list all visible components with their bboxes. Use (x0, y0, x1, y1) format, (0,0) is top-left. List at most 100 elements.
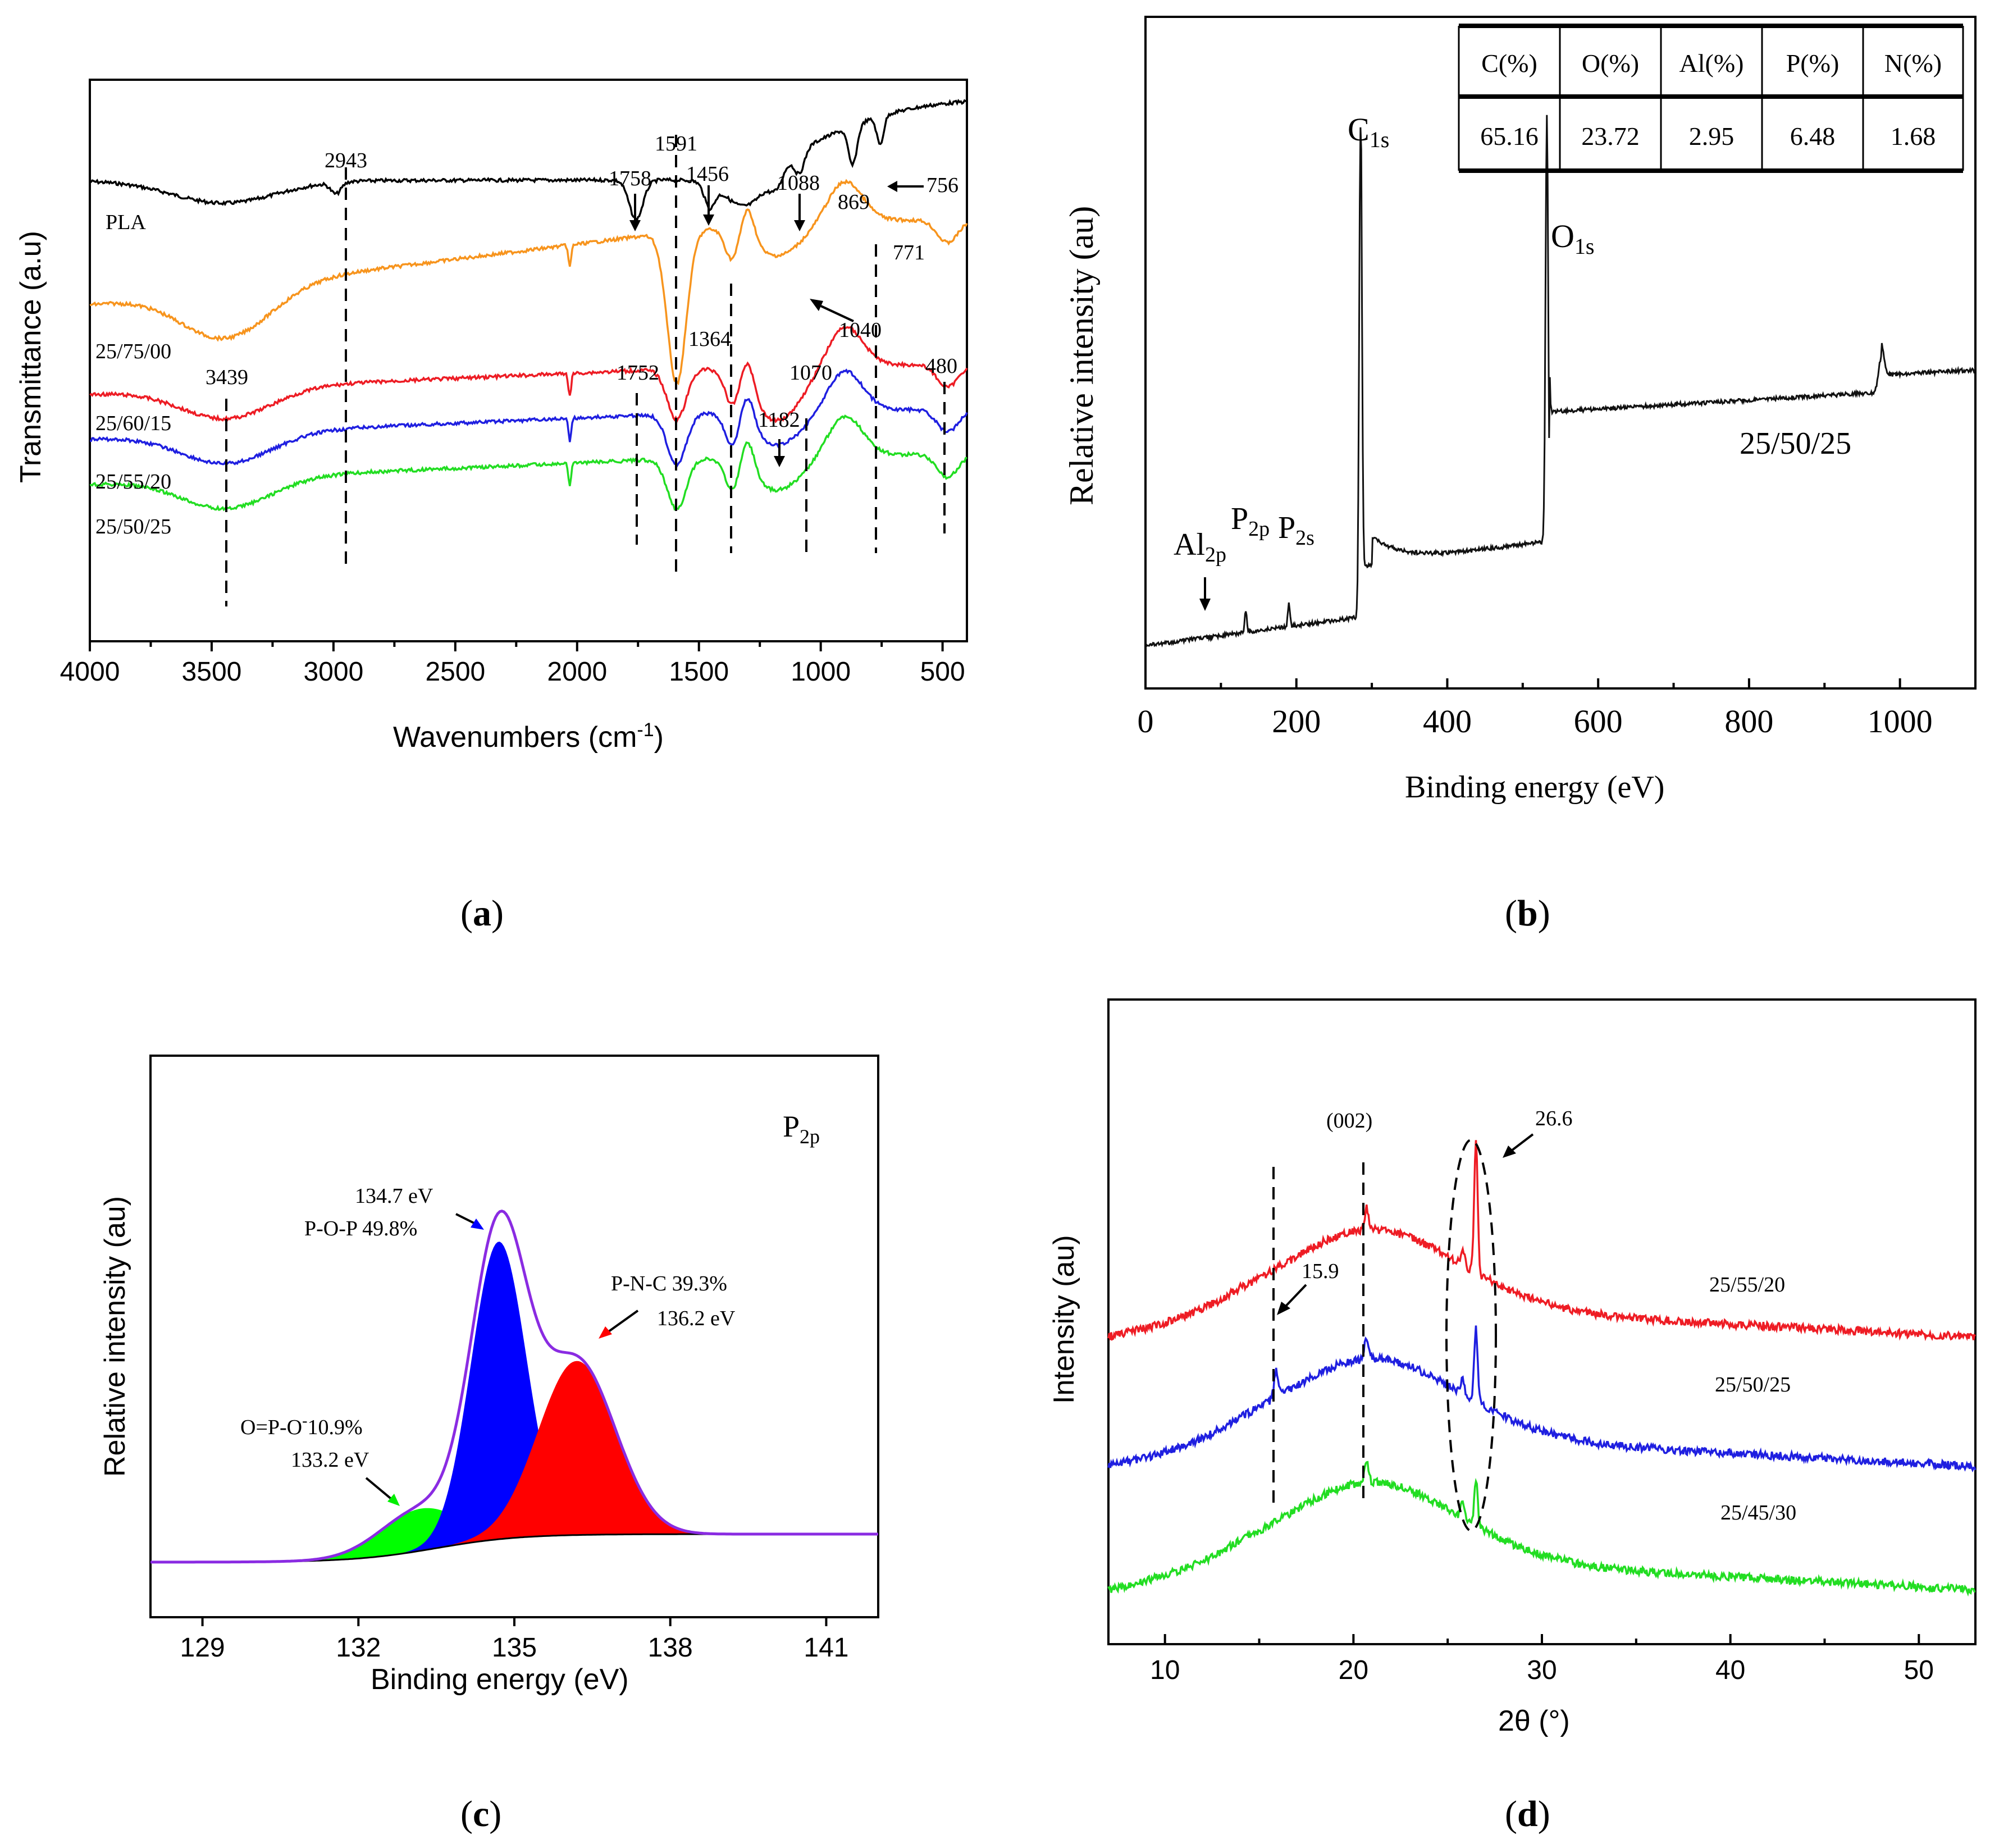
series-label-pla: PLA (106, 211, 146, 234)
panel-a-series-line-3 (89, 368, 968, 468)
label-pnc-energy: 136.2 eV (657, 1307, 736, 1330)
panel-b-x-tick-label: 600 (1574, 703, 1623, 740)
peak-p2p-main: P (1231, 501, 1248, 536)
label-26-6: 26.6 (1535, 1107, 1573, 1130)
panel-a-reference-lines (225, 135, 946, 606)
panel-a-series-line-0 (89, 99, 967, 223)
panel-c: 129 132 135 138 141 P2p 134.7 eV P-O-P 49.8%… (99, 1055, 879, 1835)
panel-c-x-tick-label: 132 (336, 1633, 381, 1663)
panel-c-x-axis-label: Binding energy (eV) (371, 1663, 629, 1696)
panel-a-x-label-sup: -1 (637, 719, 654, 741)
panel-d-x-tick-label: 30 (1527, 1655, 1557, 1685)
panel-b-x-tick-label: 400 (1423, 703, 1472, 740)
arrow-26-6 (1508, 1133, 1534, 1153)
panel-c-x-tick-label: 141 (804, 1633, 848, 1663)
table-value-cell: 65.16 (1480, 122, 1539, 150)
series-label-25-50-25: 25/50/25 (95, 515, 171, 539)
panel-a-x-tick-label: 500 (920, 657, 965, 687)
panel-a: 4000 3500 3000 2500 2000 1500 1000 500 (15, 79, 968, 934)
peak-ellipse-26-6 (1445, 1139, 1497, 1532)
arrow-head-1088 (794, 220, 805, 231)
label-480: 480 (925, 354, 957, 378)
panel-b-x-tick-label: 0 (1138, 703, 1154, 740)
panel-a-x-ticks: 4000 3500 3000 2500 2000 1500 1000 500 (60, 641, 965, 687)
arrow-head-opo (387, 1494, 400, 1506)
label-869: 869 (838, 190, 870, 214)
panel-b-x-tick-label: 800 (1724, 703, 1773, 740)
panel-a-frame (89, 79, 968, 642)
table-header-cell: P(%) (1786, 49, 1840, 77)
table-header-cell: N(%) (1884, 49, 1942, 77)
label-1040: 1040 (839, 318, 882, 342)
panel-a-x-tick-label: 3000 (303, 657, 363, 687)
panel-d-x-tick-label: 50 (1904, 1655, 1934, 1685)
series-label-25-50-25-d: 25/50/25 (1715, 1373, 1791, 1397)
panel-c-envelope (150, 1210, 878, 1564)
table-header-cell: Al(%) (1679, 49, 1744, 77)
panel-a-caption-letter: a (473, 893, 491, 934)
panel-d: 10 20 30 40 50 (002) 26.6 15.9 25/55/20 25/5… (1048, 998, 1977, 1835)
series-label-25-55-20-d: 25/55/20 (1709, 1273, 1785, 1297)
panel-c-title-sub: 2p (800, 1125, 820, 1148)
panel-b-series-label: 25/50/25 (1740, 426, 1851, 461)
table-value-cell: 23.72 (1581, 122, 1640, 150)
panel-b-spectrum-line (1144, 115, 1977, 648)
panel-b-caption-letter: b (1517, 893, 1538, 934)
label-opo-sup: - (302, 1412, 307, 1430)
peak-label-p2s: P2s (1278, 510, 1315, 550)
series-label-25-60-15: 25/60/15 (95, 412, 171, 435)
panel-a-x-tick-label: 1500 (669, 657, 729, 687)
table-text: C(%) O(%) Al(%) P(%) N(%) 65.16 23.72 2.95 6.48 1… (1480, 49, 1942, 150)
panel-c-title-main: P (783, 1110, 800, 1143)
arrow-head-al2p (1199, 599, 1211, 611)
peak-c1s-sub: 1s (1370, 127, 1390, 152)
panel-d-caption-letter: d (1517, 1794, 1538, 1835)
panel-c-components (150, 1210, 878, 1564)
label-pnc-name: P-N-C 39.3% (611, 1272, 727, 1295)
panel-a-y-axis-label: Transmittance (a.u) (15, 231, 47, 483)
panel-b-frame (1144, 16, 1977, 690)
arrow-head-1758 (629, 220, 641, 231)
peak-o1s-sub: 1s (1574, 234, 1595, 259)
series-label-25-55-20: 25/55/20 (95, 470, 171, 494)
label-1182: 1182 (758, 408, 800, 432)
panel-a-series-line-4 (89, 414, 967, 512)
panel-a-x-tick-label: 1000 (791, 657, 851, 687)
peak-c1s-main: C (1348, 111, 1370, 148)
label-1364: 1364 (688, 327, 731, 351)
arrow-15-9 (1282, 1284, 1307, 1309)
panel-c-x-ticks: 129 132 135 138 141 (180, 1617, 848, 1663)
arrow-head-1182 (774, 456, 785, 467)
series-label-25-45-30-d: 25/45/30 (1720, 1501, 1796, 1525)
table-value-cell: 2.95 (1689, 122, 1735, 150)
table-header-cell: C(%) (1481, 49, 1537, 77)
panel-c-x-tick-label: 138 (648, 1633, 693, 1663)
label-2943: 2943 (325, 149, 367, 172)
panel-d-frame (1107, 998, 1977, 1645)
table-value-cell: 1.68 (1891, 122, 1936, 150)
panel-b-x-axis-label: Binding energy (eV) (1405, 770, 1664, 805)
panel-c-component-2 (202, 1361, 827, 1562)
label-002: (002) (1326, 1109, 1372, 1133)
table-header-cell: O(%) (1582, 49, 1639, 77)
panel-b-y-axis-label: Relative intensity (au) (1063, 206, 1100, 505)
label-1456: 1456 (686, 162, 729, 186)
arrow-head-1456 (703, 215, 714, 226)
label-opo-main: O=P-O (240, 1416, 302, 1439)
label-771: 771 (893, 241, 925, 264)
panel-c-x-tick-label: 135 (492, 1633, 537, 1663)
peak-label-c1s: C1s (1348, 111, 1389, 152)
panel-a-x-label-close: ) (654, 721, 664, 754)
panel-a-x-tick-label: 4000 (60, 657, 120, 687)
label-1752: 1752 (617, 361, 659, 385)
series-label-25-75-00: 25/75/00 (95, 340, 171, 363)
panel-a-x-tick-label: 3500 (182, 657, 242, 687)
panel-d-x-axis-label: 2θ (°) (1498, 1705, 1570, 1737)
label-1070: 1070 (789, 361, 832, 385)
peak-p2s-main: P (1278, 510, 1295, 545)
peak-label-al2p: Al2p (1174, 527, 1226, 567)
arrow-opo (365, 1477, 394, 1502)
peak-label-p2p: P2p (1231, 501, 1270, 541)
table-value-cell: 6.48 (1790, 122, 1836, 150)
